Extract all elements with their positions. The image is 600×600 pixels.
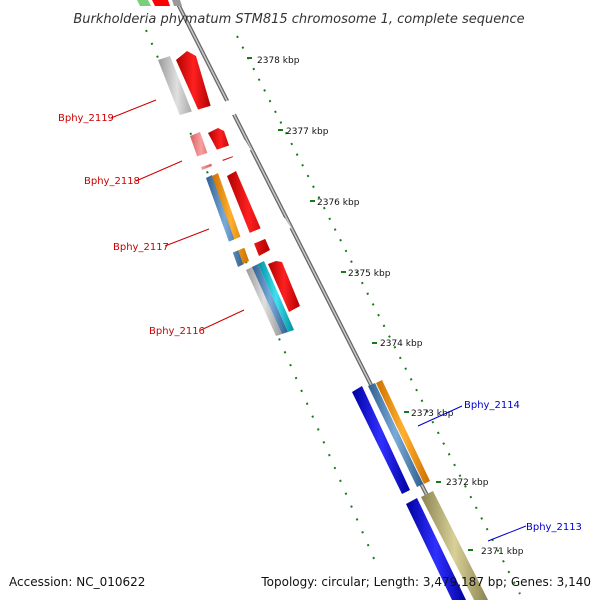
tick-label-2376: 2376 kbp (317, 198, 360, 208)
gene-bphy-2113[interactable] (406, 491, 488, 600)
label-bphy-2118[interactable]: Bphy_2118 (84, 176, 140, 187)
label-bphy-2117[interactable]: Bphy_2117 (113, 242, 169, 253)
label-bphy-2114[interactable]: Bphy_2114 (464, 400, 520, 411)
tick-label-2377: 2377 kbp (286, 127, 329, 137)
gene-bphy-2119[interactable] (158, 51, 211, 126)
tick-label-2371: 2371 kbp (481, 547, 524, 557)
tick-label-2374: 2374 kbp (380, 339, 423, 349)
topology-summary: Topology: circular; Length: 3,479,187 bp… (260, 575, 591, 589)
tick-label-2373: 2373 kbp (411, 409, 454, 419)
tick-label-2378: 2378 kbp (257, 56, 300, 66)
gene-labels: Bphy_2119 Bphy_2118 Bphy_2117 Bphy_2116 … (58, 99, 582, 542)
label-bphy-2119[interactable]: Bphy_2119 (58, 113, 114, 124)
map-title: Burkholderia phymatum STM815 chromosome … (73, 12, 524, 27)
tick-label-2375: 2375 kbp (348, 269, 391, 279)
tick-label-2372: 2372 kbp (446, 478, 489, 488)
tick-marks: 2378 kbp 2377 kbp 2376 kbp 2375 kbp 2374… (247, 56, 524, 557)
gene-bphy-2114[interactable] (352, 380, 430, 494)
top-edge-genes (137, 0, 182, 6)
label-bphy-2116[interactable]: Bphy_2116 (149, 326, 205, 337)
gene-bphy-2116[interactable] (246, 261, 300, 336)
accession-label: Accession: NC_010622 (9, 575, 145, 589)
label-bphy-2113[interactable]: Bphy_2113 (526, 522, 582, 533)
tick-track-outer (236, 35, 521, 595)
track-gaps (150, 100, 291, 266)
